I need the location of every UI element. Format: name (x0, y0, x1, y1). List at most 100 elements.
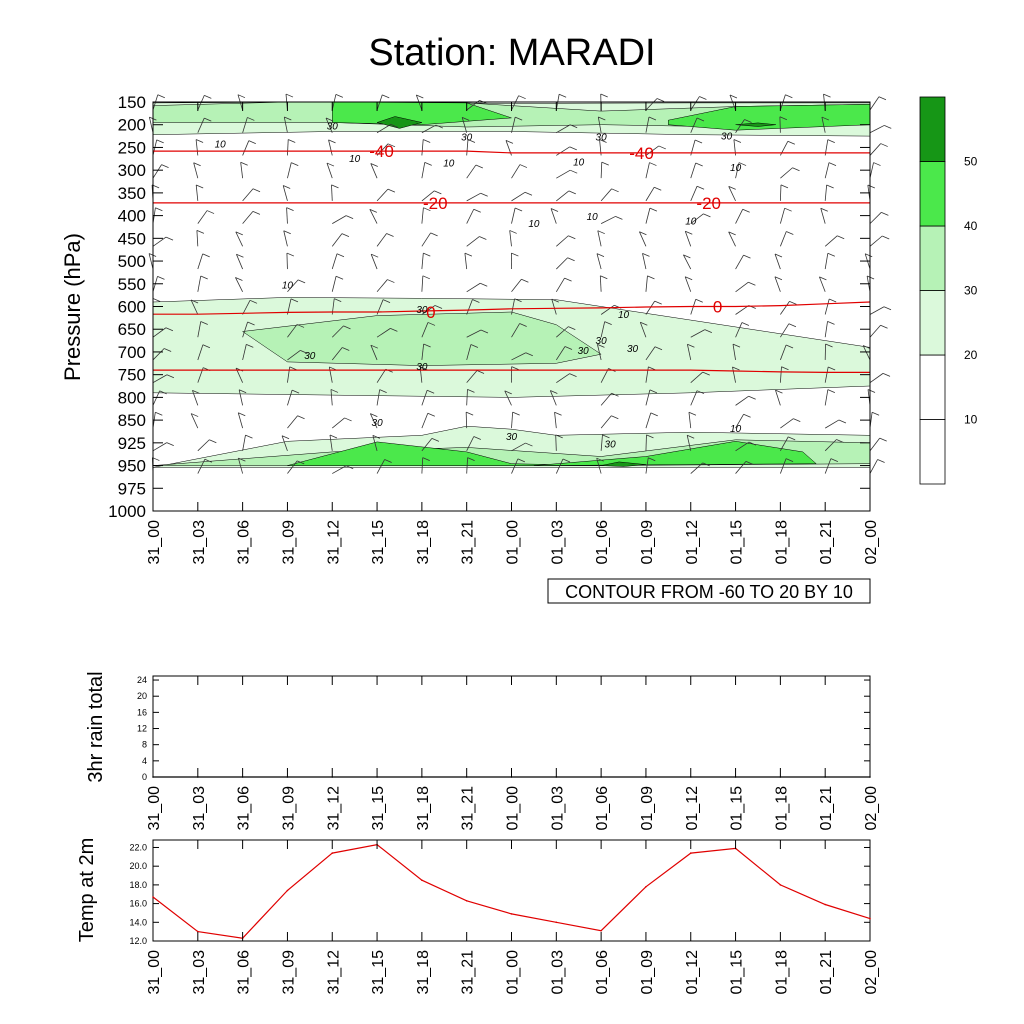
wind-barb (325, 117, 334, 133)
barb-flag (518, 95, 526, 100)
wind-barb (824, 389, 836, 406)
wind-barb (780, 344, 794, 361)
barb-flag (564, 346, 573, 350)
wind-barb (824, 252, 835, 270)
wind-barb (287, 460, 305, 474)
barb-staff (421, 232, 431, 247)
wind-barb (869, 211, 889, 224)
barb-flag (465, 411, 474, 416)
barb-flag (157, 276, 165, 280)
barb-staff (287, 324, 298, 338)
barb-flag (568, 326, 576, 330)
time-tick-label: 01_15 (729, 950, 746, 995)
time-tick-label: 31_12 (325, 786, 342, 831)
time-tick-label: 01_03 (549, 950, 566, 995)
wind-barb (600, 321, 612, 338)
wind-barb (688, 411, 697, 429)
wind-barb (600, 415, 619, 429)
barb-staff (645, 300, 656, 315)
barb-staff (869, 235, 883, 247)
barb-flag (331, 184, 339, 189)
barb-staff (774, 253, 781, 270)
barb-staff (728, 186, 736, 202)
wind-barb (645, 300, 662, 315)
wind-barb (421, 252, 431, 270)
barb-staff (869, 212, 882, 224)
wind-barb (780, 231, 794, 247)
barb-staff (242, 435, 246, 451)
wind-barb (242, 299, 258, 315)
barb-flag (209, 439, 217, 444)
wind-barb (732, 366, 740, 383)
barb-staff (152, 348, 165, 361)
barb-staff (331, 233, 343, 247)
wind-barb (774, 253, 783, 270)
barb-staff (466, 192, 481, 202)
barb-staff (283, 116, 288, 133)
wind-barb (549, 390, 558, 406)
barb-flag (789, 300, 797, 305)
barb-flag (654, 186, 662, 191)
barb-staff (152, 374, 168, 384)
barb-flag (601, 161, 609, 166)
barb-flag (702, 462, 710, 467)
barb-staff (684, 276, 692, 292)
wind-barb (421, 322, 436, 338)
wind-barb (372, 435, 381, 451)
barb-staff (287, 350, 301, 361)
barb-flag (435, 124, 444, 129)
barb-flag (370, 163, 378, 167)
barb-staff (421, 139, 424, 156)
barb-flag (297, 279, 306, 284)
wind-barb (235, 277, 243, 292)
time-tick-label: 31_12 (325, 950, 342, 995)
wind-barb (824, 321, 835, 338)
speed-contour-label: 30 (372, 418, 384, 429)
time-axis: 31_00 31_03 31_06 31_09 31_12 31_15 31_18 31_21… (146, 102, 880, 565)
barb-flag (423, 139, 431, 143)
barb-staff (597, 344, 602, 361)
barb-flag (695, 162, 703, 167)
wind-barb (511, 442, 533, 452)
wind-barb (466, 192, 488, 202)
barb-flag (656, 98, 665, 102)
wind-barb (556, 235, 576, 247)
barb-staff (287, 162, 292, 179)
barb-flag (829, 298, 837, 303)
barb-staff (690, 162, 697, 179)
wind-barb (645, 412, 658, 429)
wind-barb (511, 95, 526, 111)
wind-barb (370, 163, 378, 179)
barb-flag (480, 329, 489, 334)
time-tick-label: 01_03 (549, 786, 566, 831)
temperature-contour-label: -40 (369, 142, 394, 161)
barb-staff (645, 457, 649, 474)
barb-staff (511, 278, 522, 293)
barb-flag (569, 373, 577, 378)
time-tick-label: 01_00 (505, 786, 522, 831)
wind-barb (686, 434, 695, 451)
pressure-axis-title: Pressure (hPa) (60, 233, 85, 381)
wind-barb (376, 459, 392, 474)
barb-flag (297, 415, 305, 420)
barb-flag (785, 458, 794, 462)
barb-staff (556, 257, 568, 270)
barb-flag (336, 253, 345, 258)
barb-flag (880, 324, 888, 329)
wind-barb (376, 233, 394, 247)
temp-axis-title: Temp at 2m (76, 838, 98, 942)
wind-barb (466, 436, 481, 452)
barb-flag (329, 366, 337, 371)
barb-staff (242, 140, 250, 156)
colorbar-segment (919, 161, 946, 227)
barb-staff (282, 185, 288, 201)
barb-flag (611, 415, 619, 420)
wind-barb (197, 95, 212, 111)
wind-barb (197, 458, 213, 474)
barb-staff (735, 441, 750, 452)
barb-flag (654, 300, 662, 305)
barb-staff (824, 419, 840, 429)
barb-staff (283, 230, 288, 247)
wind-barb (556, 190, 576, 202)
wind-barb (555, 277, 572, 292)
